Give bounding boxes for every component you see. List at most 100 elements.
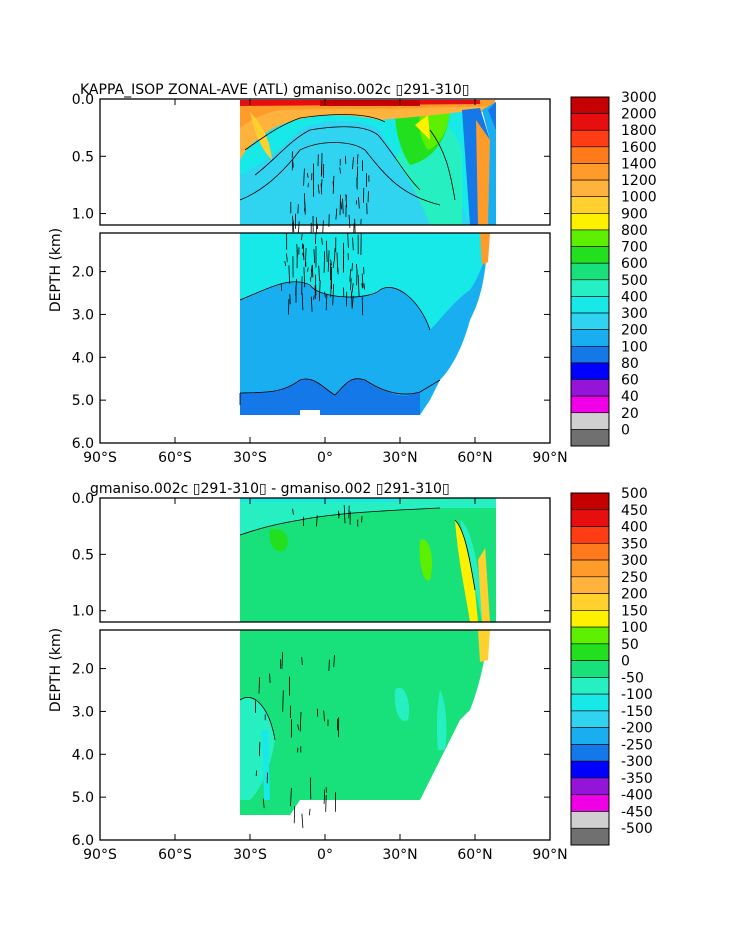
colorbar-label: 80 [621, 356, 639, 372]
contour-streak [318, 280, 321, 302]
contour-streak [347, 233, 349, 248]
colorbar-label: 400 [621, 520, 648, 536]
y-tick-label: 6.0 [72, 833, 94, 849]
x-tick-label: 60°S [158, 847, 192, 863]
panel2-y-axis: 0.0 0.5 1.0 2.0 3.0 4.0 5.0 6.0 [72, 491, 550, 849]
panel-difference: gmaniso.002c ▯291-310▯ - gmaniso.002 ▯29… [48, 481, 653, 863]
contour-streak [339, 167, 341, 174]
contour-streak [269, 673, 271, 683]
colorbar-label: -400 [621, 788, 653, 804]
colorbar-label: -500 [621, 821, 653, 837]
colorbar-label: 800 [621, 223, 648, 239]
contour-streak [293, 806, 296, 824]
contour-streak [330, 281, 332, 298]
colorbar-label: 450 [621, 503, 648, 519]
contour-streak [363, 283, 366, 290]
contour-streak [301, 813, 304, 829]
contour-streak [325, 794, 327, 812]
contour-streak [324, 291, 326, 298]
contour-streak [340, 201, 343, 210]
colorbar-swatch [570, 744, 610, 762]
colorbar-swatch [570, 246, 610, 264]
y-tick-label: 5.0 [72, 393, 94, 409]
colorbar-swatch [570, 96, 610, 114]
colorbar-swatch [570, 163, 610, 181]
contour-streak [313, 295, 315, 300]
contour-streak [325, 293, 328, 311]
contour-streak [350, 278, 352, 291]
contour-streak [317, 184, 320, 194]
colorbar-label: 900 [621, 206, 648, 222]
colorbar-label: 300 [621, 553, 648, 569]
x-tick-label: 90°N [532, 847, 567, 863]
y-tick-label: 3.0 [72, 307, 94, 323]
contour-streak [320, 183, 323, 195]
contour-streak [307, 267, 309, 272]
contour-streak [284, 261, 287, 267]
colorbar-label: 0 [621, 654, 630, 670]
panel1-colorbar: 3000200018001600140012001000900800700600… [570, 90, 657, 447]
colorbar-swatch [570, 179, 610, 198]
colorbar-swatch [570, 262, 610, 281]
colorbar-label: -450 [621, 804, 653, 820]
colorbar-swatch [570, 811, 610, 829]
panel2-noise-upper [292, 505, 363, 527]
y-tick-label: 0.0 [72, 491, 94, 507]
colorbar-swatch [570, 777, 610, 796]
colorbar-swatch [570, 362, 610, 380]
colorbar-label: 200 [621, 323, 648, 339]
contour-streak [358, 197, 360, 209]
colorbar-label: 40 [621, 389, 639, 405]
contour-streak [259, 741, 261, 757]
colorbar-label: -200 [621, 721, 653, 737]
panel1-x-axis: 90°S 60°S 30°S 0° 30°N 60°N 90°N [83, 99, 568, 466]
y-tick-label: 0.0 [72, 92, 94, 108]
contour-streak [356, 154, 359, 165]
colorbar-swatch [570, 576, 610, 594]
contour-streak [301, 657, 303, 666]
contour-streak [303, 244, 305, 261]
contour-streak [316, 515, 318, 527]
colorbar-label: -350 [621, 771, 653, 787]
panel1-noise-lower [280, 232, 366, 316]
contour-streak [318, 265, 320, 282]
contour-streak [351, 290, 353, 296]
contour-streak [361, 273, 364, 288]
colorbar-label: 100 [621, 620, 648, 636]
x-tick-label: 0° [317, 847, 333, 863]
contour-streak [345, 194, 348, 208]
contour-streak [330, 259, 332, 266]
panel2-ylabel: DEPTH (km) [48, 628, 64, 712]
contour-streak [342, 198, 344, 214]
panel2-colorbar: 500450400350300250200150100500-50-100-15… [570, 486, 653, 846]
contour-streak [323, 710, 325, 722]
contour-streak [262, 798, 265, 809]
contour-streak [295, 278, 297, 296]
colorbar-swatch [570, 146, 610, 164]
colorbar-frame [570, 492, 610, 846]
colorbar-swatch [570, 196, 610, 214]
contour-streak [361, 297, 364, 316]
colorbar-swatch [570, 279, 610, 297]
contour-streak [352, 295, 354, 308]
contour-streak [286, 253, 288, 263]
contour-streak [304, 247, 307, 267]
colorbar-frame [570, 96, 610, 447]
contour-streak [288, 265, 290, 284]
colorbar-label: 20 [621, 406, 639, 422]
x-tick-label: 30°S [233, 450, 267, 466]
contour-streak [290, 787, 292, 807]
colorbar-label: 150 [621, 603, 648, 619]
contour-streak [323, 251, 325, 273]
panel1-title: KAPPA_ISOP ZONAL-AVE (ATL) gmaniso.002c … [80, 82, 469, 98]
contour-streak [312, 264, 314, 278]
colorbar-label: 400 [621, 289, 648, 305]
x-tick-label: 0° [317, 450, 333, 466]
contour-streak [339, 194, 341, 216]
x-tick-label: 60°N [457, 450, 492, 466]
contour-streak [281, 652, 283, 669]
colorbar-label: -250 [621, 737, 653, 753]
colorbar-swatch [570, 559, 610, 578]
contour-streak [301, 233, 303, 241]
colorbar-swatch [570, 727, 610, 745]
